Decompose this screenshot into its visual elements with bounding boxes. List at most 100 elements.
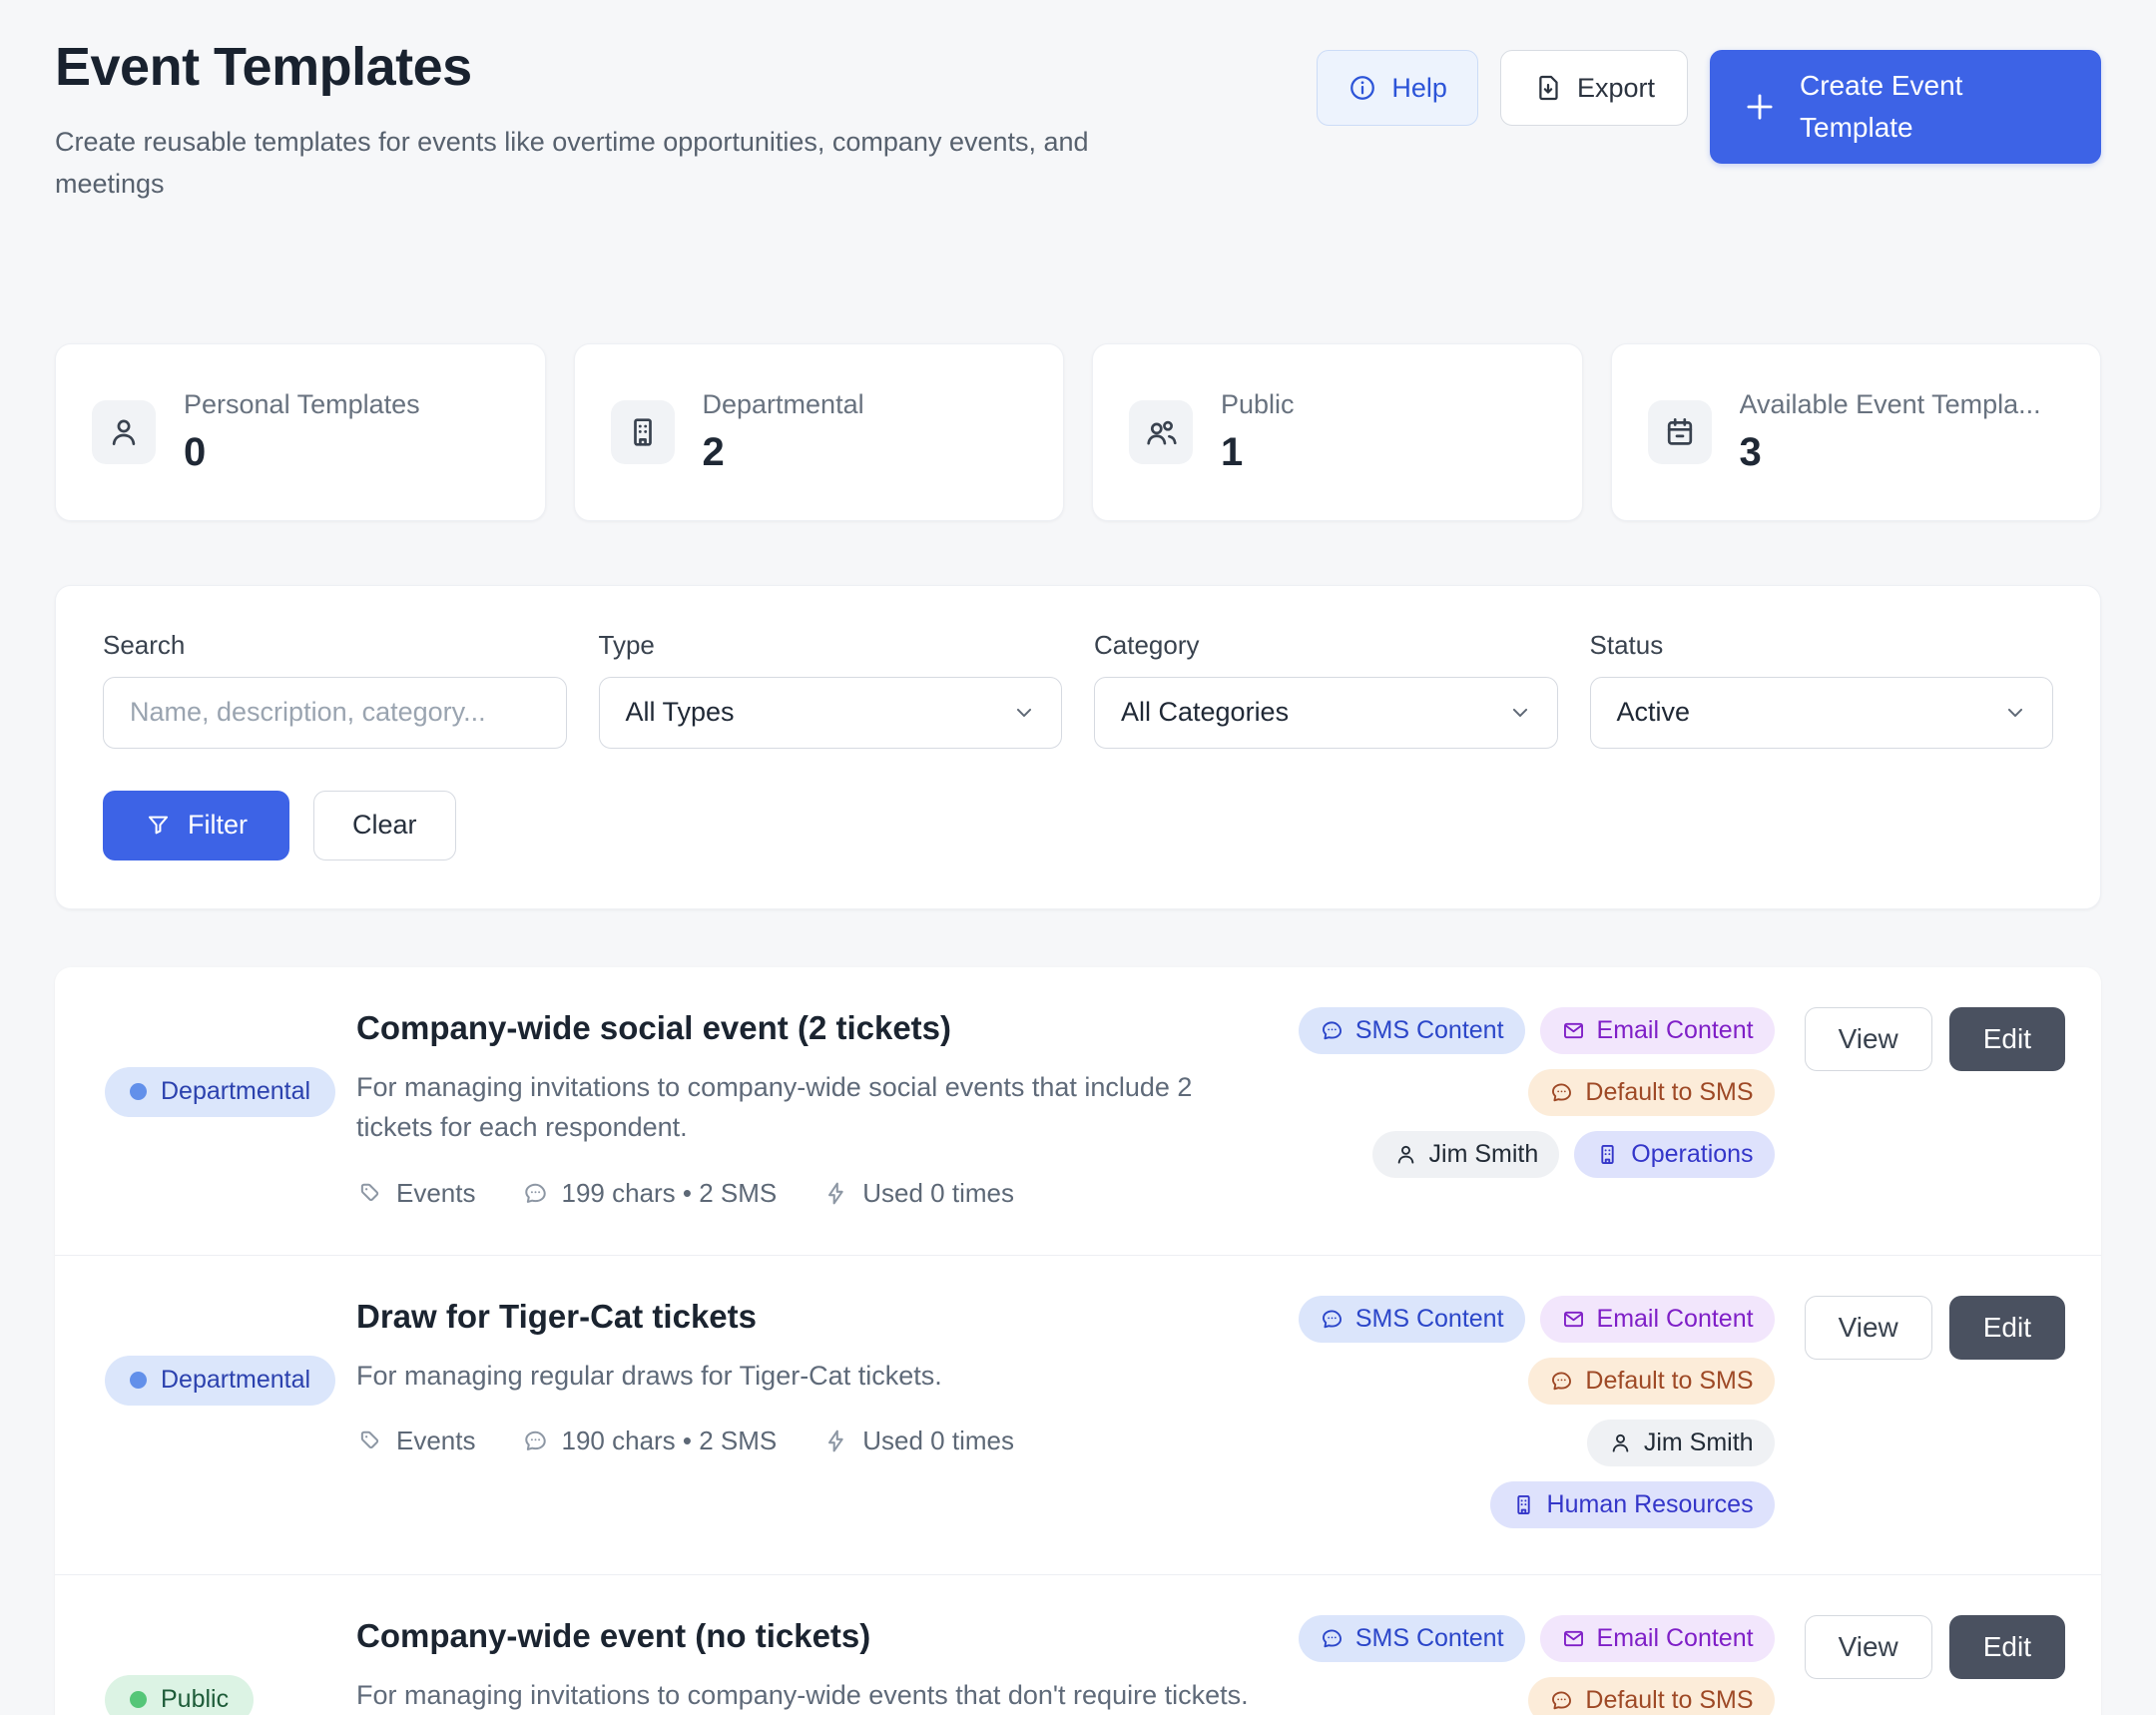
- search-input[interactable]: [103, 676, 567, 749]
- file-download-icon: [1533, 73, 1563, 103]
- category-field-group: Category All Categories: [1094, 630, 1558, 749]
- stats-row: Personal Templates 0 Departmental 2 Publ…: [55, 342, 2101, 521]
- status-dot-icon: [130, 1691, 147, 1709]
- chat-bubble-icon: [522, 1428, 549, 1454]
- category-meta: Events: [356, 1178, 476, 1209]
- page-header-text: Event Templates Create reusable template…: [55, 36, 1153, 206]
- status-badge: Departmental: [105, 1066, 336, 1117]
- export-button-label: Export: [1576, 72, 1655, 103]
- create-button-label: Create Event Template: [1800, 70, 1963, 143]
- building-icon: [1511, 1492, 1536, 1517]
- owner-badge: Jim Smith: [1586, 1419, 1775, 1466]
- bolt-icon: [822, 1180, 849, 1207]
- view-button[interactable]: View: [1804, 1006, 1932, 1071]
- sms-content-badge: SMS Content: [1298, 1295, 1525, 1343]
- user-icon: [92, 399, 156, 464]
- edit-button[interactable]: Edit: [1948, 1614, 2065, 1679]
- mail-icon: [1561, 1018, 1586, 1043]
- chat-bubble-icon: [1549, 1369, 1574, 1394]
- sms-content-badge: SMS Content: [1298, 1006, 1525, 1054]
- create-event-template-button[interactable]: Create Event Template: [1710, 50, 2101, 164]
- template-title: Company-wide social event (2 tickets): [356, 1008, 952, 1046]
- clear-button[interactable]: Clear: [313, 790, 456, 860]
- chat-bubble-icon: [1549, 1688, 1574, 1713]
- stat-card-public: Public 1: [1092, 342, 1583, 521]
- search-field-group: Search: [103, 630, 567, 749]
- type-field-group: Type All Types: [598, 629, 1062, 749]
- template-row: Public Company-wide event (no tickets) F…: [55, 1573, 2101, 1715]
- email-content-badge: Email Content: [1539, 1295, 1775, 1343]
- category-select-value: All Categories: [1121, 697, 1290, 728]
- status-label: Status: [1589, 629, 1664, 660]
- chat-bubble-icon: [1320, 1307, 1345, 1332]
- usage-meta: Used 0 times: [822, 1426, 1014, 1456]
- stat-value: 3: [1739, 429, 1762, 474]
- chevron-down-icon: [2002, 700, 2028, 726]
- page-subtitle: Create reusable templates for events lik…: [55, 127, 1089, 199]
- search-label: Search: [103, 629, 186, 660]
- calendar-icon: [1647, 399, 1712, 464]
- edit-button[interactable]: Edit: [1948, 1295, 2065, 1360]
- category-meta: Events: [356, 1426, 476, 1456]
- status-dot-icon: [130, 1083, 147, 1101]
- default-to-sms-badge: Default to SMS: [1528, 1676, 1775, 1715]
- status-field-group: Status Active: [1589, 629, 2053, 749]
- status-select[interactable]: Active: [1589, 676, 2053, 749]
- chat-bubble-icon: [522, 1180, 549, 1207]
- sms-length-meta: 199 chars • 2 SMS: [522, 1178, 777, 1209]
- category-select[interactable]: All Categories: [1094, 676, 1558, 749]
- bolt-icon: [822, 1428, 849, 1454]
- stat-label: Public: [1221, 388, 1295, 419]
- chat-bubble-icon: [1320, 1018, 1345, 1043]
- type-label: Type: [598, 629, 655, 660]
- template-row: Departmental Company-wide social event (…: [55, 967, 2101, 1255]
- owner-badge: Jim Smith: [1371, 1130, 1560, 1178]
- clear-button-label: Clear: [352, 810, 417, 841]
- default-to-sms-badge: Default to SMS: [1528, 1068, 1775, 1116]
- chat-bubble-icon: [1549, 1080, 1574, 1105]
- building-icon: [1595, 1142, 1620, 1167]
- template-row: Departmental Draw for Tiger-Cat tickets …: [55, 1254, 2101, 1574]
- template-description: For managing regular draws for Tiger-Cat…: [356, 1360, 942, 1391]
- usage-meta: Used 0 times: [822, 1178, 1014, 1209]
- filter-panel: Search Type All Types Category All Categ…: [55, 584, 2101, 909]
- filter-button-label: Filter: [188, 810, 248, 841]
- stat-value: 0: [184, 429, 207, 474]
- stat-value: 1: [1221, 429, 1244, 474]
- stat-label: Personal Templates: [184, 388, 420, 419]
- mail-icon: [1561, 1626, 1586, 1651]
- stat-card-personal-templates: Personal Templates 0: [55, 342, 546, 521]
- chat-bubble-icon: [1320, 1626, 1345, 1651]
- page-title: Event Templates: [55, 37, 472, 97]
- funnel-icon: [145, 812, 172, 839]
- department-badge: Operations: [1574, 1130, 1775, 1178]
- status-select-value: Active: [1616, 697, 1691, 728]
- tag-icon: [356, 1428, 383, 1454]
- type-select[interactable]: All Types: [598, 676, 1062, 749]
- page-header: Event Templates Create reusable template…: [55, 36, 2101, 206]
- template-description: For managing invitations to company-wide…: [356, 1679, 1249, 1710]
- edit-button[interactable]: Edit: [1948, 1006, 2065, 1071]
- help-button[interactable]: Help: [1317, 50, 1478, 126]
- user-icon: [1608, 1430, 1633, 1455]
- help-button-label: Help: [1391, 72, 1447, 103]
- stat-card-available-templates: Available Event Templa... 3: [1610, 342, 2101, 521]
- sms-length-meta: 190 chars • 2 SMS: [522, 1426, 777, 1456]
- mail-icon: [1561, 1307, 1586, 1332]
- type-select-value: All Types: [625, 697, 735, 728]
- view-button[interactable]: View: [1804, 1295, 1932, 1360]
- category-label: Category: [1094, 629, 1200, 660]
- email-content-badge: Email Content: [1539, 1614, 1775, 1662]
- export-button[interactable]: Export: [1499, 50, 1688, 126]
- department-badge: Human Resources: [1489, 1480, 1775, 1528]
- stat-value: 2: [702, 429, 725, 474]
- user-icon: [1393, 1142, 1418, 1167]
- template-description: For managing invitations to company-wide…: [356, 1071, 1193, 1143]
- sms-content-badge: SMS Content: [1298, 1614, 1525, 1662]
- template-list: Departmental Company-wide social event (…: [55, 966, 2101, 1715]
- filter-button[interactable]: Filter: [103, 790, 289, 860]
- status-badge: Departmental: [105, 1355, 336, 1406]
- view-button[interactable]: View: [1804, 1614, 1932, 1679]
- status-badge: Public: [105, 1674, 255, 1715]
